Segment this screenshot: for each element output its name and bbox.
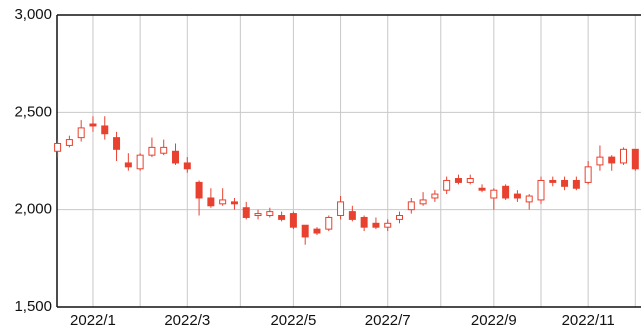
y-tick-label: 3,000: [14, 6, 52, 23]
candle-body: [384, 222, 392, 228]
candle-body: [113, 137, 121, 150]
candle-body: [160, 146, 168, 154]
candle-body: [219, 199, 227, 205]
candle-body: [596, 156, 604, 166]
candle-body: [101, 125, 109, 135]
candle-body: [372, 222, 380, 228]
candle-body: [631, 148, 639, 170]
y-tick-label: 1,500: [14, 298, 52, 315]
candle-body: [549, 179, 557, 183]
candle-body: [490, 189, 498, 199]
x-tick-label: 2022/7: [365, 312, 411, 328]
candle-body: [537, 179, 545, 201]
candle-body: [230, 201, 238, 205]
x-tick-label: 2022/9: [471, 312, 517, 328]
candle-body: [337, 201, 345, 217]
candle-body: [561, 179, 569, 187]
candle-body: [502, 185, 510, 199]
candle-body: [325, 216, 333, 230]
candle-body: [207, 197, 215, 207]
candle-body: [77, 127, 85, 139]
candle-body: [443, 179, 451, 191]
candle-body: [195, 181, 203, 199]
candle-body: [348, 211, 356, 220]
candle-body: [242, 207, 250, 218]
candle-body: [396, 215, 404, 220]
candle-body: [431, 193, 439, 199]
candle-body: [89, 123, 97, 127]
candle-body: [254, 213, 262, 217]
candle-body: [136, 154, 144, 170]
x-tick-label: 2022/5: [270, 312, 316, 328]
candle-body: [313, 228, 321, 234]
y-tick-label: 2,000: [14, 201, 52, 218]
candle-body: [525, 195, 533, 203]
candle-body: [407, 201, 415, 211]
candle-body: [419, 199, 427, 205]
candle-body: [513, 193, 521, 199]
candle-body: [124, 162, 132, 168]
candle-body: [584, 166, 592, 183]
candle-body: [266, 211, 274, 217]
candle-body: [172, 150, 179, 164]
candle-body: [454, 178, 462, 183]
candle-body: [278, 215, 286, 220]
candle-body: [65, 139, 73, 146]
candle-body: [608, 156, 616, 164]
candle-body: [466, 178, 474, 183]
x-tick-label: 2022/1: [70, 312, 116, 328]
candle-body: [620, 148, 628, 164]
candle-body: [183, 162, 191, 170]
x-tick-label: 2022/11: [562, 312, 615, 328]
candle-body: [478, 187, 486, 191]
candle-body: [54, 142, 62, 152]
y-tick-label: 2,500: [14, 103, 52, 120]
candle-body: [148, 146, 156, 156]
candle-body: [289, 213, 297, 228]
candle-body: [360, 216, 368, 228]
x-tick-label: 2022/3: [164, 312, 210, 328]
candle-body: [572, 179, 580, 189]
candle-body: [301, 224, 309, 238]
